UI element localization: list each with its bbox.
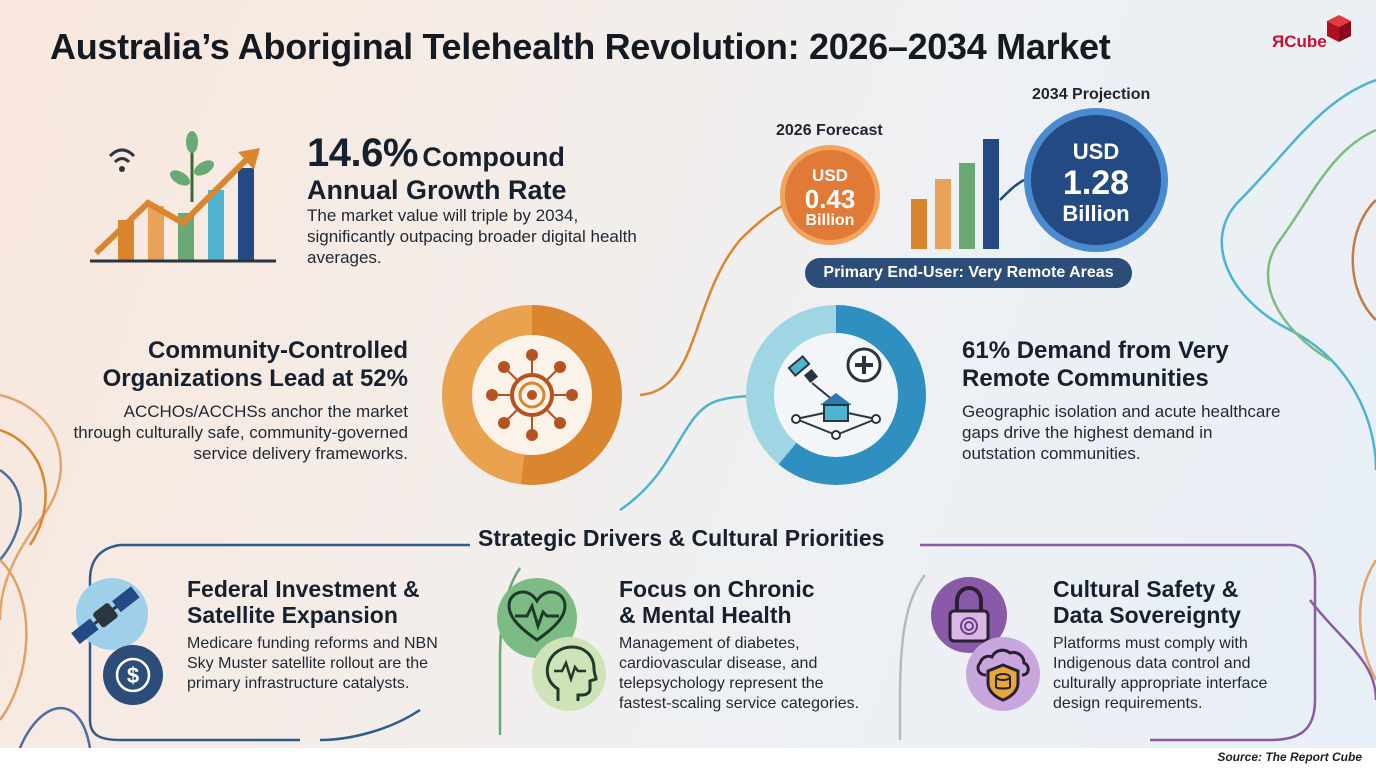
growth-rate: 14.6% [307, 131, 418, 175]
card3-title: Cultural Safety & Data Sovereignty [1053, 576, 1241, 628]
growth-label-1: Compound [422, 142, 565, 172]
card2-title-line1: Focus on Chronic [619, 576, 815, 602]
satellite-house-icon [787, 347, 882, 440]
card1-title-line2: Satellite Expansion [187, 602, 398, 628]
mental-health-icon [545, 645, 598, 701]
community-network-icon [486, 349, 578, 441]
page-title: Australia’s Aboriginal Telehealth Revolu… [50, 26, 1111, 67]
card3-description: Platforms must comply with Indigenous da… [1053, 635, 1268, 712]
card1-dollar-bg [103, 645, 163, 705]
card3-title-line2: Data Sovereignty [1053, 602, 1241, 628]
logo-text: Cube [1284, 32, 1327, 51]
growth-chart-icon [90, 131, 276, 263]
heart-pulse-icon [507, 590, 567, 642]
growth-label-2: Annual Growth Rate [307, 175, 567, 205]
remote-description: Geographic isolation and acute healthcar… [962, 402, 1281, 463]
card1-title-line1: Federal Investment & [187, 576, 420, 602]
forecast-2026-label: 2026 Forecast [776, 122, 883, 139]
growth-bars-icon [911, 139, 999, 249]
community-description: ACCHOs/ACCHSs anchor the market through … [73, 402, 409, 463]
footer-bar [0, 748, 1376, 768]
svg-text:$: $ [127, 663, 139, 688]
card2-title-line2: & Mental Health [619, 602, 792, 628]
card2-title: Focus on Chronic & Mental Health [619, 576, 815, 628]
projection-2034-circle: USD 1.28 Billion [1024, 108, 1168, 252]
lock-icon [948, 585, 990, 643]
card1-description: Medicare funding reforms and NBN Sky Mus… [187, 635, 438, 692]
forecast-2026-currency: USD [812, 166, 848, 185]
cube-icon [1327, 15, 1351, 42]
forecast-2026-circle: USD 0.43 Billion [780, 145, 880, 245]
end-user-pill: Primary End-User: Very Remote Areas [805, 258, 1132, 288]
projection-2034-currency: USD [1072, 139, 1120, 164]
community-title: Community-Controlled Organizations Lead … [102, 337, 408, 392]
forecast-2026-unit: Billion [805, 212, 855, 229]
source-note: Source: The Report Cube [1217, 750, 1362, 764]
drivers-heading: Strategic Drivers & Cultural Priorities [478, 525, 885, 551]
growth-description: The market value will triple by 2034, si… [307, 206, 637, 267]
card2-description: Management of diabetes, cardiovascular d… [619, 635, 860, 712]
cloud-shield-icon [976, 648, 1030, 702]
projection-2034-value: 1.28 [1062, 164, 1130, 202]
logo-r: Я [1272, 32, 1285, 51]
remote-title: 61% Demand from Very Remote Communities [962, 337, 1229, 392]
dollar-icon: $ [115, 657, 151, 693]
report-cube-logo: ЯCube [1272, 30, 1327, 53]
growth-heading: 14.6% Compound Annual Growth Rate [307, 132, 567, 204]
projection-2034-label: 2034 Projection [1032, 86, 1151, 103]
card3-title-line1: Cultural Safety & [1053, 576, 1239, 602]
forecast-2026-value: 0.43 [804, 184, 856, 214]
card1-title: Federal Investment & Satellite Expansion [187, 576, 420, 628]
satellite-icon [71, 586, 140, 645]
projection-2034-unit: Billion [1062, 201, 1130, 226]
